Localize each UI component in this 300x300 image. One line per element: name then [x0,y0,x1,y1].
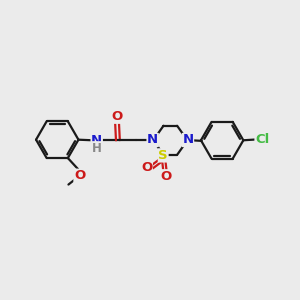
Text: S: S [158,149,168,162]
Text: O: O [160,170,172,183]
Text: O: O [74,169,85,182]
Text: O: O [141,161,152,174]
Text: H: H [92,142,102,155]
Text: Cl: Cl [255,133,269,146]
Text: O: O [111,110,123,123]
Text: N: N [91,134,102,147]
Text: N: N [182,134,194,146]
Text: N: N [147,134,158,146]
